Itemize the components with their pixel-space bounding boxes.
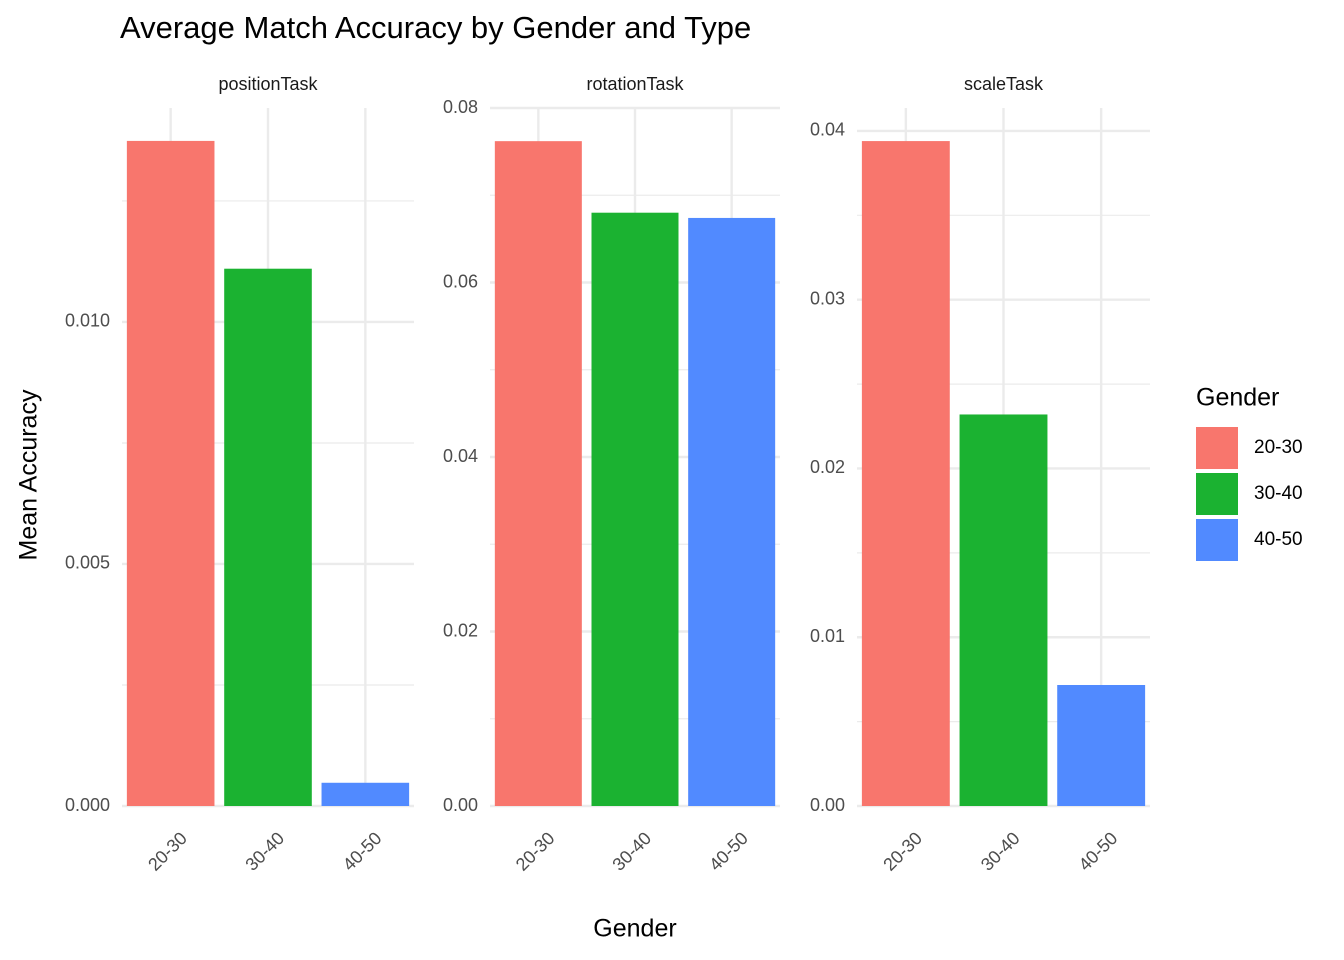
bar — [591, 212, 679, 806]
legend-label: 20-30 — [1254, 437, 1303, 458]
x-tick-label: 30-40 — [977, 828, 1024, 875]
y-tick-label: 0.06 — [443, 271, 478, 291]
y-tick-label: 0.02 — [810, 457, 845, 477]
bar — [126, 140, 215, 806]
legend-label: 30-40 — [1254, 483, 1303, 504]
legend-label: 40-50 — [1254, 529, 1303, 550]
x-tick-label: 40-50 — [705, 828, 752, 875]
facet-strip-label: rotationTask — [586, 74, 684, 94]
y-tick-label: 0.04 — [810, 120, 845, 140]
x-axis-title: Gender — [593, 915, 676, 943]
x-tick-label: 40-50 — [339, 828, 386, 875]
bar — [1057, 684, 1146, 806]
y-tick-label: 0.01 — [810, 626, 845, 646]
bar — [861, 141, 950, 806]
facet-strip-label: scaleTask — [964, 74, 1044, 94]
y-tick-label: 0.000 — [65, 795, 110, 815]
x-tick-label: 30-40 — [241, 828, 288, 875]
bar — [959, 414, 1048, 806]
legend-key — [1196, 473, 1238, 515]
y-axis-title: Mean Accuracy — [15, 389, 43, 560]
facet-strip-label: positionTask — [218, 74, 318, 94]
bar — [321, 782, 410, 806]
chart-title: Average Match Accuracy by Gender and Typ… — [120, 10, 751, 45]
x-tick-label: 20-30 — [512, 828, 559, 875]
x-tick-label: 20-30 — [879, 828, 926, 875]
y-tick-label: 0.03 — [810, 288, 845, 308]
y-tick-label: 0.010 — [65, 311, 110, 331]
y-tick-label: 0.08 — [443, 97, 478, 117]
legend-key — [1196, 427, 1238, 469]
y-tick-label: 0.00 — [810, 795, 845, 815]
y-tick-label: 0.04 — [443, 446, 478, 466]
legend-title: Gender — [1196, 384, 1279, 412]
legend-key — [1196, 519, 1238, 561]
bar — [494, 141, 582, 806]
y-tick-label: 0.02 — [443, 620, 478, 640]
x-tick-label: 30-40 — [608, 828, 655, 875]
bar — [224, 268, 312, 806]
y-tick-label: 0.00 — [443, 795, 478, 815]
bar — [688, 217, 776, 806]
x-tick-label: 40-50 — [1075, 828, 1122, 875]
y-tick-label: 0.005 — [65, 553, 110, 573]
x-tick-label: 20-30 — [144, 828, 191, 875]
